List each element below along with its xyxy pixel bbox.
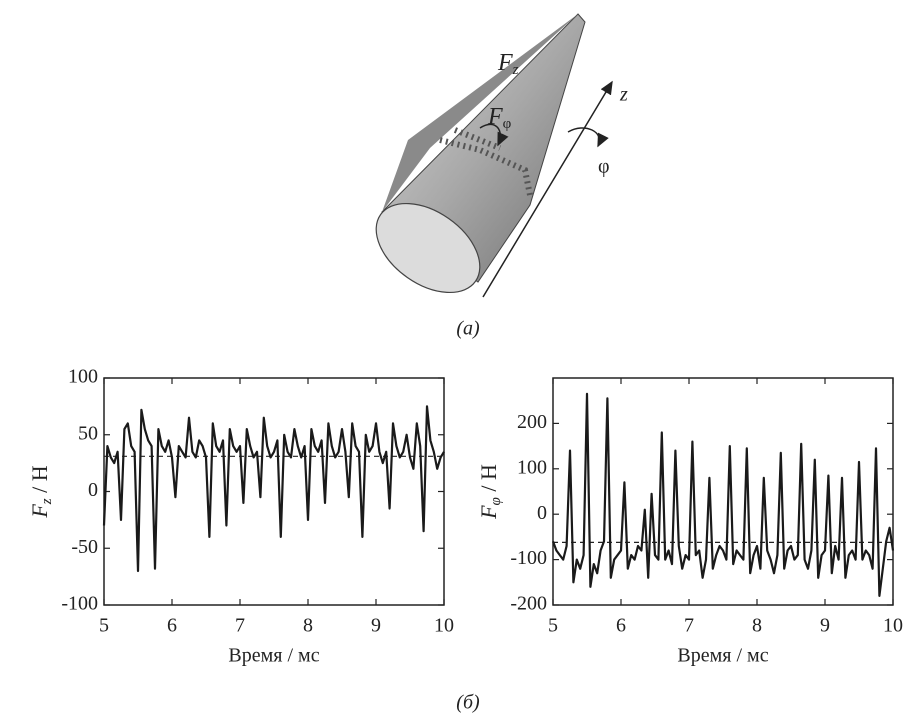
y-tick-label: -50: [71, 536, 98, 558]
y-tick-label: 100: [68, 366, 98, 388]
x-tick-label: 5: [99, 615, 109, 637]
x-tick-label: 10: [434, 615, 454, 637]
x-tick-label: 9: [820, 615, 830, 637]
y-tick-label: 100: [517, 456, 547, 478]
x-tick-label: 7: [235, 615, 245, 637]
plot: -100 -50 0 50 100 5 6 7 8 9 10 Время / мс Fz / Н: [27, 366, 454, 667]
unit: / Н: [27, 465, 52, 498]
y-axis-label: Fz / Н: [27, 465, 55, 518]
x-axis-label: Время / мс: [228, 645, 319, 667]
unit: / Н: [476, 464, 501, 497]
symbol: F: [476, 505, 501, 520]
y-tick-label: 0: [537, 502, 547, 524]
subscript: z: [512, 62, 519, 78]
x-tick-label: 9: [371, 615, 381, 637]
data-line: [104, 406, 444, 571]
symbol: F: [497, 50, 513, 76]
caption: (б): [456, 692, 480, 714]
x-tick-label: 5: [548, 615, 558, 637]
phi-label: φ: [598, 156, 610, 178]
data-line: [553, 394, 893, 596]
subscript: φ: [503, 116, 512, 132]
subscript: φ: [488, 497, 504, 505]
force-z-label: Fz: [497, 50, 519, 79]
plot-frame: [104, 378, 444, 605]
y-tick-label: -100: [61, 593, 98, 615]
x-tick-label: 10: [883, 615, 903, 637]
x-tick-label: 7: [684, 615, 694, 637]
y-axis-label: Fφ / Н: [476, 464, 504, 520]
y-tick-label: 200: [517, 411, 547, 433]
symbol: F: [487, 104, 503, 130]
plot: -200 -100 0 100 200 5 6 7 8 9 10 Время / мс Fφ / Н: [476, 378, 903, 667]
figure: Fz Fφ z φ (а) (б) -100-500501005678910Вр…: [0, 0, 910, 719]
caption: (а): [456, 318, 480, 340]
cone-diagram: Fz Fφ z φ: [360, 14, 628, 311]
y-tick-label: -100: [510, 547, 547, 569]
x-tick-label: 8: [752, 615, 762, 637]
phi-arrow: [568, 128, 599, 146]
y-tick-label: 0: [88, 479, 98, 501]
y-tick-label: 50: [78, 422, 98, 444]
x-axis-label: Время / мс: [677, 645, 768, 667]
y-tick-label: -200: [510, 593, 547, 615]
x-tick-label: 6: [167, 615, 177, 637]
x-tick-label: 6: [616, 615, 626, 637]
z-label: z: [619, 84, 628, 106]
symbol: F: [27, 504, 52, 519]
x-tick-label: 8: [303, 615, 313, 637]
